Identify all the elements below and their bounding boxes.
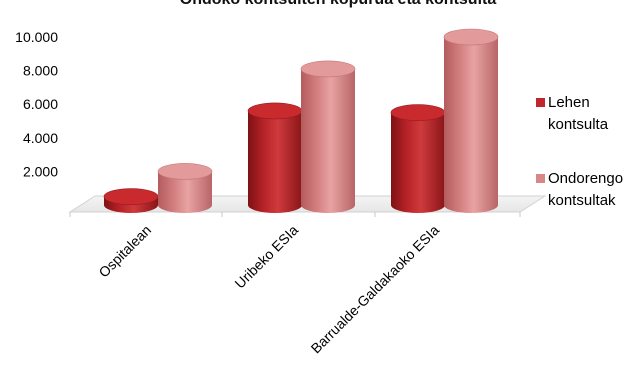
bar-body [301, 68, 355, 213]
bar-ospitalean-lehen [103, 188, 159, 213]
bar-top [443, 28, 499, 46]
bar-body [248, 110, 302, 213]
bar-uribeko-esia-ondorengo [300, 60, 356, 213]
y-tick-label: 8.000 [23, 63, 58, 79]
legend-swatch-lehen [536, 98, 545, 107]
bar-ospitalean-ondorengo [157, 163, 213, 213]
bar-body [391, 112, 445, 213]
chart-legend: Lehen kontsulta Ondorengo kontsultak [536, 92, 632, 212]
y-tick-label: 6.000 [23, 96, 58, 112]
bar-barrualde-galdakaoko-esia-ondorengo [443, 28, 499, 213]
legend-item-lehen: Lehen kontsulta [536, 92, 632, 136]
bar-body [444, 37, 498, 213]
bar-body [158, 171, 212, 213]
y-tick-label: 10.000 [15, 29, 58, 45]
category-label: Ospitalean [95, 222, 154, 281]
category-label: Barrualde-Galdakaoko ESIa [308, 222, 443, 357]
bar-top [247, 102, 303, 120]
bar-top [103, 188, 159, 205]
legend-label-ondorengo: Ondorengo kontsultak [548, 170, 624, 209]
legend-label-lehen: Lehen kontsulta [548, 94, 609, 133]
y-tick-label: 2.000 [23, 163, 58, 179]
y-tick-label: 4.000 [23, 130, 58, 146]
bar-top [157, 163, 213, 180]
bar-top [390, 104, 446, 121]
bar-uribeko-esia-lehen [247, 102, 303, 213]
bar-barrualde-galdakaoko-esia-lehen [390, 104, 446, 213]
legend-swatch-ondorengo [536, 174, 545, 183]
chart-title: Ondoko kontsulten kopurua eta kontsulta [180, 0, 497, 8]
legend-item-ondorengo: Ondorengo kontsultak [536, 168, 632, 212]
bar-top [300, 60, 356, 78]
category-label: Uribeko ESIa [231, 222, 301, 292]
